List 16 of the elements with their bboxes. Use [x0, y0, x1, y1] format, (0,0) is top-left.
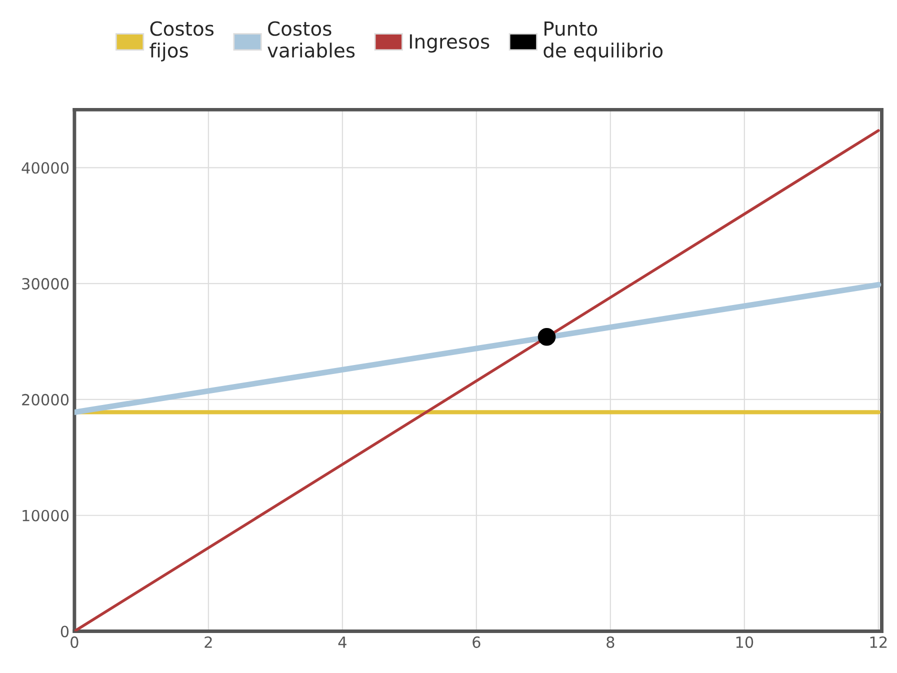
- x-tick-label: 6: [472, 636, 480, 648]
- legend-label: Ingresos: [410, 34, 490, 53]
- y-tick-label: 20000: [22, 394, 69, 406]
- y-tick-label: 10000: [22, 510, 69, 522]
- x-tick-label: 4: [338, 636, 346, 648]
- x-tick-label: 0: [70, 636, 78, 648]
- y-tick-label: 30000: [22, 278, 69, 290]
- x-tick-label: 10: [736, 636, 754, 648]
- legend-label: Punto de equilibrio: [544, 21, 663, 62]
- x-tick-label: 8: [606, 636, 614, 648]
- y-tick-label: 0: [60, 626, 69, 638]
- legend-label: Costos variables: [268, 21, 355, 58]
- legend-label: Costos fijos: [150, 21, 214, 62]
- x-tick-label: 2: [204, 636, 212, 648]
- x-tick-label: 12: [870, 636, 887, 648]
- y-tick-label: 40000: [22, 162, 69, 174]
